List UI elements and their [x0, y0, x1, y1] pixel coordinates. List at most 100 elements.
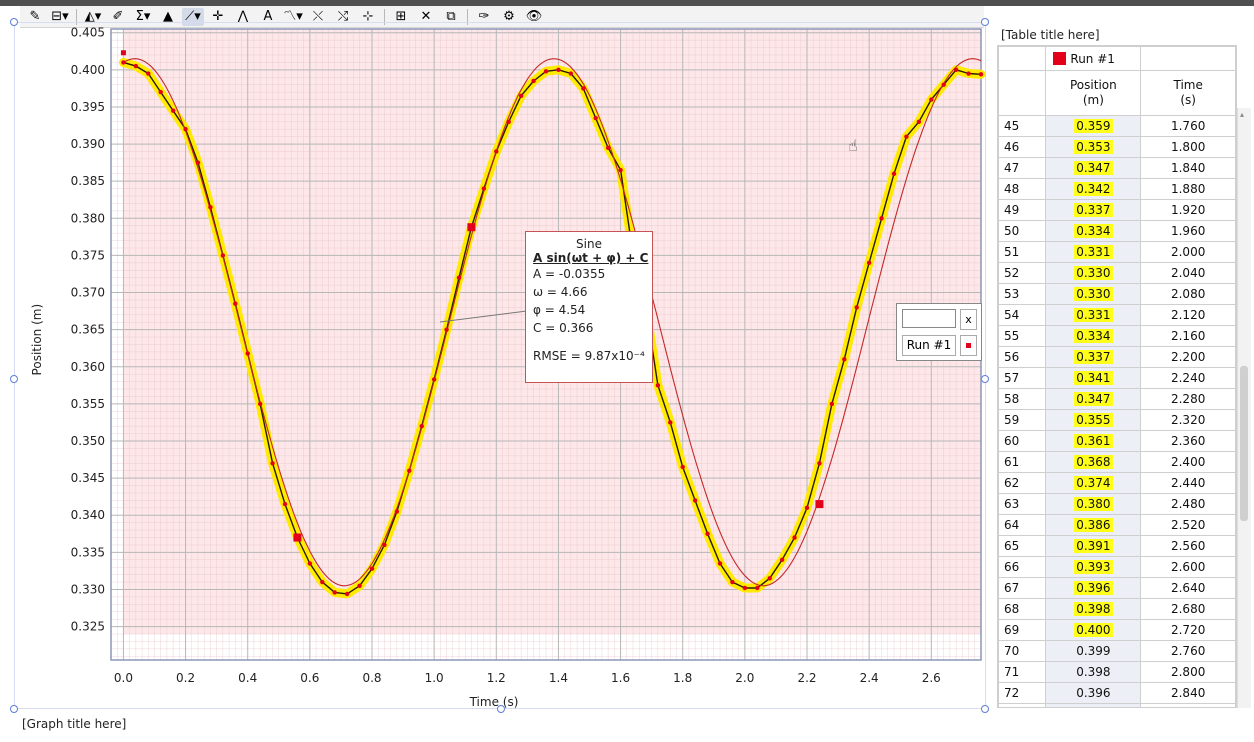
view-icon[interactable]: ⊟▾ — [51, 8, 69, 24]
zoom-out-icon[interactable]: ⊞ — [395, 8, 407, 24]
table-row[interactable]: 60 0.361 2.360 — [998, 430, 1236, 452]
resize-handle[interactable] — [10, 705, 18, 713]
table-row[interactable]: 65 0.391 2.560 — [998, 535, 1236, 557]
time-cell[interactable]: 2.600 — [1140, 556, 1236, 578]
position-cell[interactable]: 0.330 — [1045, 262, 1142, 284]
time-cell[interactable]: 2.360 — [1140, 430, 1236, 452]
position-cell[interactable]: 0.374 — [1045, 472, 1142, 494]
position-cell[interactable]: 0.361 — [1045, 430, 1142, 452]
annotation-icon[interactable]: A — [263, 8, 273, 24]
table-row[interactable]: 72 0.396 2.840 — [998, 682, 1236, 704]
time-cell[interactable]: 2.720 — [1140, 619, 1236, 641]
time-cell[interactable]: 2.440 — [1140, 472, 1236, 494]
curve-fit-box[interactable]: Sine A sin(ωt + φ) + C A = -0.0355 ω = 4… — [525, 231, 653, 383]
scroll-up-icon[interactable]: ▴ — [1240, 110, 1245, 119]
time-cell[interactable]: 1.920 — [1140, 199, 1236, 221]
table-row[interactable]: 48 0.342 1.880 — [998, 178, 1236, 200]
resize-handle[interactable] — [981, 705, 989, 713]
position-cell[interactable]: 0.331 — [1045, 241, 1142, 263]
time-cell[interactable]: 2.040 — [1140, 262, 1236, 284]
table-row[interactable]: 53 0.330 2.080 — [998, 283, 1236, 305]
autoscale-icon[interactable]: ⤭ — [337, 8, 349, 24]
time-cell[interactable]: 2.760 — [1140, 640, 1236, 662]
scroll-thumb[interactable] — [1240, 366, 1248, 521]
table-row[interactable]: 63 0.380 2.480 — [998, 493, 1236, 515]
table-row[interactable]: 68 0.398 2.680 — [998, 598, 1236, 620]
table-row[interactable]: 61 0.368 2.400 — [998, 451, 1236, 473]
table-row[interactable]: 73 0.393 2.880 — [998, 703, 1236, 707]
legend-run-swatch[interactable] — [960, 335, 977, 356]
position-cell[interactable]: 0.368 — [1045, 451, 1142, 473]
table-row[interactable]: 51 0.331 2.000 — [998, 241, 1236, 263]
position-cell[interactable]: 0.393 — [1045, 556, 1142, 578]
table-row[interactable]: 52 0.330 2.040 — [998, 262, 1236, 284]
resize-handle[interactable] — [10, 18, 18, 26]
table-row[interactable]: 46 0.353 1.800 — [998, 136, 1236, 158]
integral-icon[interactable]: ▲ — [163, 8, 173, 24]
table-row[interactable]: 66 0.393 2.600 — [998, 556, 1236, 578]
table-row[interactable]: 71 0.398 2.800 — [998, 661, 1236, 683]
position-cell[interactable]: 0.398 — [1045, 598, 1142, 620]
time-cell[interactable]: 2.160 — [1140, 325, 1236, 347]
delete-icon[interactable]: ✕ — [420, 8, 432, 24]
time-cell[interactable]: 2.840 — [1140, 682, 1236, 704]
eye-icon[interactable]: 👁 — [525, 8, 543, 24]
graph-legend[interactable]: x Run #1 — [896, 303, 982, 361]
time-column-header[interactable]: Time (s) — [1140, 70, 1236, 116]
time-cell[interactable]: 2.000 — [1140, 241, 1236, 263]
position-cell[interactable]: 0.347 — [1045, 388, 1142, 410]
position-cell[interactable]: 0.337 — [1045, 199, 1142, 221]
resize-handle[interactable] — [497, 705, 505, 713]
resize-handle[interactable] — [10, 375, 18, 383]
time-cell[interactable]: 2.200 — [1140, 346, 1236, 368]
time-cell[interactable]: 2.560 — [1140, 535, 1236, 557]
position-cell[interactable]: 0.334 — [1045, 220, 1142, 242]
table-row[interactable]: 50 0.334 1.960 — [998, 220, 1236, 242]
settings-icon[interactable]: ⚙ — [503, 8, 515, 24]
time-cell[interactable]: 1.760 — [1140, 115, 1236, 137]
position-cell[interactable]: 0.359 — [1045, 115, 1142, 137]
position-cell[interactable]: 0.399 — [1045, 640, 1142, 662]
table-row[interactable]: 45 0.359 1.760 — [998, 115, 1236, 137]
interpolate-icon[interactable]: ⤬ — [312, 8, 324, 24]
time-cell[interactable]: 2.080 — [1140, 283, 1236, 305]
position-cell[interactable]: 0.380 — [1045, 493, 1142, 515]
position-cell[interactable]: 0.341 — [1045, 367, 1142, 389]
statistics-icon[interactable]: Σ▾ — [135, 8, 151, 24]
position-cell[interactable]: 0.337 — [1045, 346, 1142, 368]
analyze-icon[interactable]: ◭▾ — [84, 8, 102, 24]
draw-icon[interactable]: ✐ — [112, 8, 124, 24]
table-row[interactable]: 69 0.400 2.720 — [998, 619, 1236, 641]
position-cell[interactable]: 0.330 — [1045, 283, 1142, 305]
position-cell[interactable]: 0.355 — [1045, 409, 1142, 431]
table-row[interactable]: 62 0.374 2.440 — [998, 472, 1236, 494]
model-icon[interactable]: 〽▾ — [283, 8, 303, 24]
edit-icon[interactable]: ✎ — [29, 8, 41, 24]
table-row[interactable]: 56 0.337 2.200 — [998, 346, 1236, 368]
position-cell[interactable]: 0.353 — [1045, 136, 1142, 158]
run-header[interactable]: Run #1 — [1045, 46, 1142, 71]
resize-handle[interactable] — [981, 18, 989, 26]
position-cell[interactable]: 0.386 — [1045, 514, 1142, 536]
table-row[interactable]: 55 0.334 2.160 — [998, 325, 1236, 347]
examine-icon[interactable]: ✛ — [212, 8, 224, 24]
time-cell[interactable]: 2.640 — [1140, 577, 1236, 599]
time-cell[interactable]: 2.800 — [1140, 661, 1236, 683]
table-title[interactable]: [Table title here] — [1001, 28, 1100, 42]
position-cell[interactable]: 0.393 — [1045, 703, 1142, 707]
position-cell[interactable]: 0.396 — [1045, 682, 1142, 704]
position-column-header[interactable]: Position (m) — [1045, 70, 1142, 116]
time-cell[interactable]: 2.280 — [1140, 388, 1236, 410]
curve-fit-icon[interactable]: ⟋▾ — [182, 7, 204, 26]
time-cell[interactable]: 2.680 — [1140, 598, 1236, 620]
position-cell[interactable]: 0.331 — [1045, 304, 1142, 326]
table-scrollbar[interactable]: ▴ — [1237, 108, 1251, 708]
position-cell[interactable]: 0.334 — [1045, 325, 1142, 347]
table-row[interactable]: 58 0.347 2.280 — [998, 388, 1236, 410]
time-cell[interactable]: 2.320 — [1140, 409, 1236, 431]
table-row[interactable]: 49 0.337 1.920 — [998, 199, 1236, 221]
time-cell[interactable]: 2.240 — [1140, 367, 1236, 389]
table-row[interactable]: 57 0.341 2.240 — [998, 367, 1236, 389]
time-cell[interactable]: 1.960 — [1140, 220, 1236, 242]
time-cell[interactable]: 2.120 — [1140, 304, 1236, 326]
